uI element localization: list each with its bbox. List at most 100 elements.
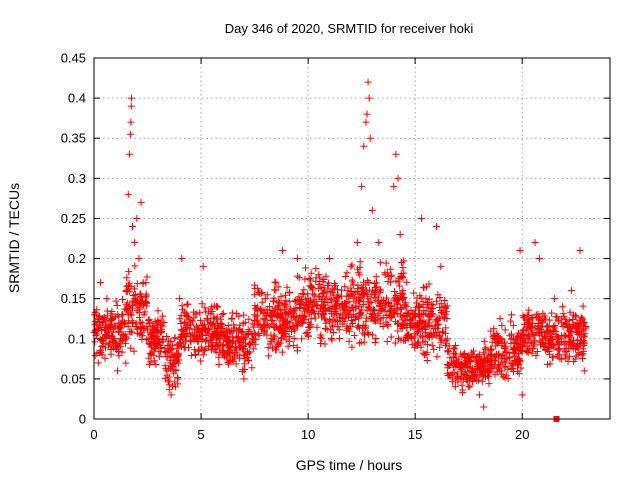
scatter-point [297,318,305,326]
scatter-point [228,314,236,322]
scatter-point [225,347,233,355]
scatter-point [359,291,367,299]
scatter-point [524,311,532,319]
scatter-point [360,278,368,286]
scatter-point [358,311,366,319]
scatter-point [537,326,545,334]
scatter-point [559,303,567,311]
scatter-point [515,355,523,363]
scatter-point [196,327,204,335]
scatter-point [136,303,144,311]
scatter-point [445,342,453,350]
scatter-point [563,347,571,355]
x-tick-label: 0 [90,427,97,442]
scatter-point [301,275,309,283]
scatter-point [213,336,221,344]
scatter-point [351,288,359,296]
scatter-point [159,312,167,320]
scatter-point [264,344,272,352]
scatter-point [195,346,203,354]
scatter-point [401,317,409,325]
scatter-point [281,326,289,334]
scatter-point [403,309,411,317]
scatter-point [101,326,109,334]
scatter-point [382,318,390,326]
scatter-point [580,333,588,341]
scatter-point-outlier [535,255,543,263]
scatter-point-outlier [118,319,126,327]
scatter-point [191,310,199,318]
scatter-point [408,335,416,343]
scatter-point [561,331,569,339]
scatter-point [348,343,356,351]
scatter-point-outlier [199,263,207,271]
scatter-point [183,301,191,309]
scatter-point [350,332,358,340]
scatter-point [475,365,483,373]
scatter-point [174,359,182,367]
scatter-point [220,341,228,349]
scatter-point [393,310,401,318]
scatter-point [404,333,412,341]
scatter-point [403,332,411,340]
scatter-point-outlier [139,279,147,287]
scatter-point [187,352,195,360]
scatter-point-outlier [114,367,122,375]
scatter-point [172,352,180,360]
scatter-point [278,348,286,356]
scatter-point [445,371,453,379]
scatter-point [305,310,313,318]
scatter-point [438,327,446,335]
scatter-point [165,373,173,381]
scatter-point [297,300,305,308]
scatter-point [217,325,225,333]
scatter-point [204,342,212,350]
scatter-point [436,314,444,322]
scatter-point [151,344,159,352]
scatter-point [478,377,486,385]
scatter-point [168,362,176,370]
scatter-point-outlier [129,222,137,230]
scatter-point [133,280,141,288]
scatter-point [270,308,278,316]
scatter-point-outlier [390,182,398,190]
scatter-point [251,340,259,348]
scatter-point [546,360,554,368]
scatter-point [402,312,410,320]
scatter-point-outlier [443,335,451,343]
scatter-point [237,329,245,337]
scatter-point [493,332,501,340]
scatter-point [487,327,495,335]
scatter-point-outlier [580,367,588,375]
scatter-point-outlier [99,319,107,327]
scatter-point [524,335,532,343]
scatter-point [355,303,363,311]
scatter-point [527,326,535,334]
scatter-point [548,336,556,344]
scatter-point-outlier [137,198,145,206]
scatter-point [183,330,191,338]
scatter-point [430,331,438,339]
scatter-point [141,297,149,305]
scatter-point [214,303,222,311]
x-axis-label: GPS time / hours [296,457,403,473]
scatter-point [281,305,289,313]
scatter-point-outlier [422,295,430,303]
scatter-point [251,281,259,289]
scatter-point [397,305,405,313]
scatter-point [390,288,398,296]
scatter-point [531,332,539,340]
scatter-point [179,339,187,347]
scatter-point [517,364,525,372]
scatter-point [509,344,517,352]
scatter-point [133,320,141,328]
y-tick-label: 0.3 [68,171,86,186]
scatter-point [129,292,137,300]
scatter-point [199,351,207,359]
scatter-point [461,349,469,357]
scatter-point-outlier [347,263,355,271]
scatter-point [281,320,289,328]
scatter-point [359,298,367,306]
scatter-point [139,301,147,309]
